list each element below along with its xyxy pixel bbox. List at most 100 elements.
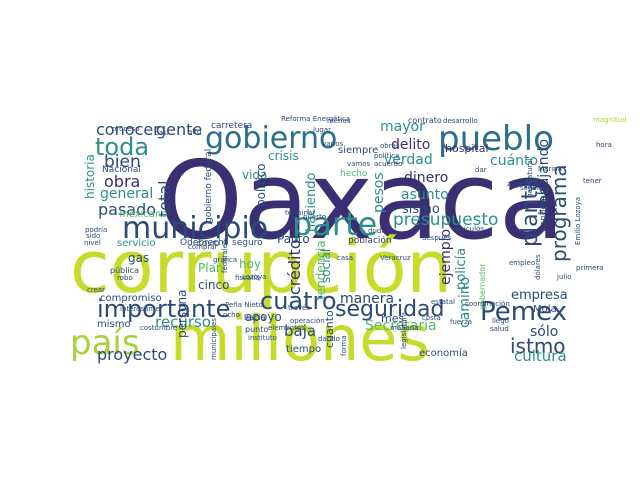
word-obra: obra [104,172,140,191]
word-obras: obras [380,142,400,150]
word-baja: baja [284,322,316,340]
word-traves: través [288,304,310,312]
word-contrato: contrato [408,116,442,125]
word-verdad: verdad [384,152,433,168]
word-instituto: instituto [248,334,277,342]
word-pandemia: pandemia [539,187,549,232]
word-millones: millones [170,302,430,375]
word-legislatura: legislatura [400,312,408,349]
word-haciendo: haciendo [304,173,319,232]
word-municipio: municipio [122,211,268,246]
word-llego: llegó [492,317,509,325]
word-podria: podría [85,226,107,234]
word-trabajando: trabajando [536,139,552,215]
word-cultura: cultura [514,347,567,365]
word-apoyo: apoyo [245,310,282,324]
word-vamos: vamos [347,160,371,168]
word-carretera: carretera [211,121,252,131]
word-pasado: pasado [98,200,156,219]
word-historia: historia [83,154,97,199]
word-vida: vida [242,168,267,182]
word-asunto: asunto [401,187,449,203]
word-pemex: Pemex [480,297,567,327]
word-gobernador: gobernador [478,263,487,310]
word-sismo: sismo [402,202,440,217]
word-cuanto: cuanto [323,310,336,348]
word-pacto: Pacto [277,232,310,246]
word-mes: mes [381,312,404,325]
word-economia: economía [419,347,468,359]
word-menos: menos [327,117,351,125]
word-tener: tener [583,177,602,185]
word-hecho: hecho [340,169,368,179]
word-parte: parte [292,205,377,243]
word-hospital: hospital [445,142,489,155]
word-cuanto: cuánto [490,153,538,169]
word-comprar: comprar [188,243,218,251]
word-forma: forma [340,335,348,356]
word-mola: Mola [533,304,557,315]
word-emilio-lozoya: Emilio Lozoya [574,197,582,245]
word-hoy: hoy [239,257,261,271]
word-tendencia: tendencia [314,240,328,300]
word-policia: policía [454,248,469,290]
word-odebrecht: Odebrecht [180,238,228,248]
word-solo: sólo [530,324,558,340]
word-manana: mañana [390,324,419,332]
word-plan: Plan [198,261,224,275]
word-alto: alto [188,128,201,136]
word-lugar: lugar [313,126,331,134]
word-nacional: Nacional [102,165,141,175]
word-estatal: estatal [431,298,455,306]
word-ocho: ocho [223,311,240,319]
word-planta: planta [518,177,543,247]
word-mismo: mismo [97,319,131,330]
word-interesante: interesante [120,305,160,313]
word-fiscalia: fiscalía [235,274,259,282]
word-dolares: dólares [534,254,542,280]
word-credito: crédito [285,239,304,295]
word-bien: bien [104,152,141,172]
word-acuerdo: acuerdo [374,160,402,168]
word-poblacion: población [348,235,392,246]
word-federales: federales [221,240,229,273]
word-empresa: empresa [511,288,568,303]
word-manera: manera [340,291,394,307]
word-servicio: servicio [117,238,156,249]
word-delito: delito [391,137,430,153]
word-publica: pública [110,266,139,275]
word-corrupcion: corrupción [70,225,452,309]
word-punto: punto [245,325,268,334]
word-salud: salud [490,325,509,333]
word-veracruz: Veracruz [380,254,411,262]
word-importante: importante [97,295,230,323]
word-crisis: crisis [268,149,299,163]
word-casa: casa [337,254,353,262]
word-elementos: elementos [268,324,305,332]
word-ejemplo: ejemplo [438,229,454,285]
word-dando: dando [318,335,340,343]
word-nivel: nivel [84,239,101,247]
word-magnitud: magnitud [593,116,627,124]
word-gente: gente [156,120,202,139]
word-hacia: hacia [244,313,266,322]
word-conocer: conocer [96,120,160,139]
word-persona: persona [175,290,189,339]
word-sido: sido [86,232,100,240]
word-politica: política [374,152,399,160]
word-total: total [155,180,174,217]
word-recurso: recurso [155,313,211,331]
word-julio: julio [556,273,572,281]
word-gobierno: gobierno [205,121,337,156]
word-operacion: operación [290,317,325,325]
word-cuatro: cuatro [260,287,337,315]
word-cinco: cinco [198,278,229,292]
word-proceso: proceso [112,125,140,133]
word-vehiculos: vehículos [451,225,484,233]
word-covid: COVID [197,240,220,248]
word-gas: gas [128,251,149,265]
word-casi: casi [155,129,169,137]
word-grafica: gráfica [213,256,237,264]
